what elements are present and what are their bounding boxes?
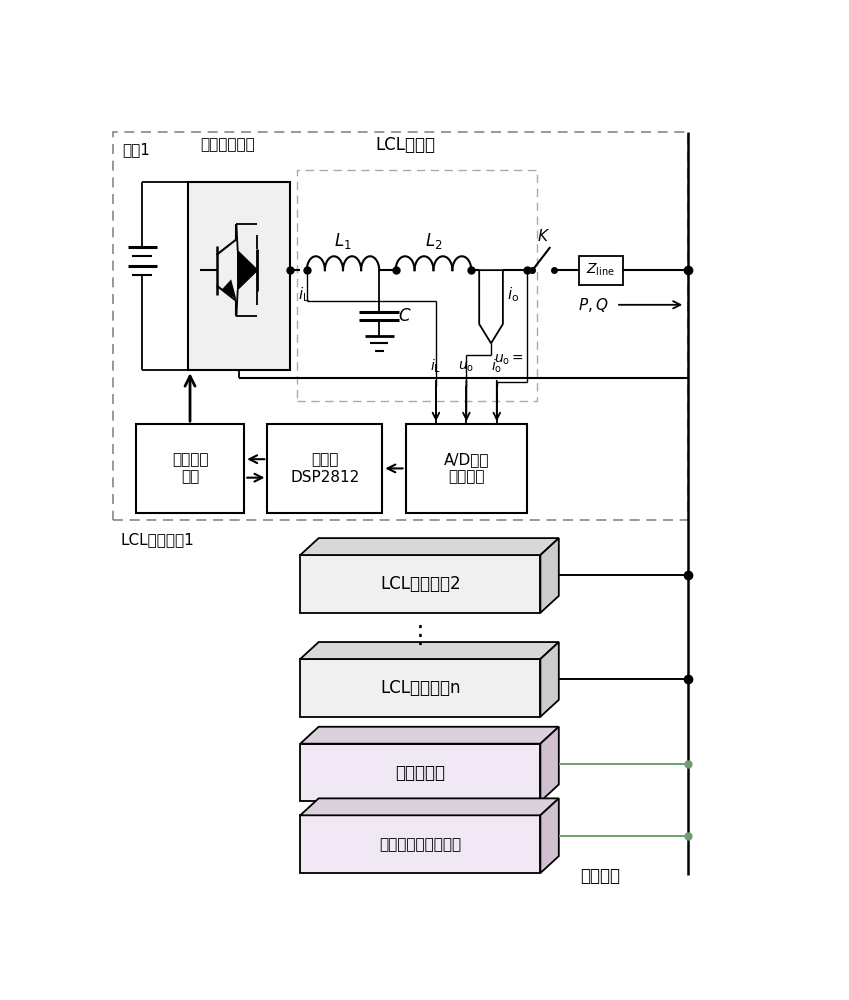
Text: $u_{\mathrm{o}}$: $u_{\mathrm{o}}$ — [458, 359, 475, 374]
Bar — [301, 555, 540, 613]
Text: $i_{\mathrm{L}}$: $i_{\mathrm{L}}$ — [430, 358, 441, 375]
Text: $K$: $K$ — [537, 228, 549, 244]
Text: 微源1: 微源1 — [122, 142, 150, 157]
Text: $i_{\mathrm{L}}$: $i_{\mathrm{L}}$ — [297, 285, 310, 304]
Text: 驱动保护
电路: 驱动保护 电路 — [171, 452, 208, 485]
Polygon shape — [301, 798, 559, 815]
Polygon shape — [238, 251, 257, 289]
Text: $P,Q$: $P,Q$ — [578, 296, 608, 314]
Bar — [113, 132, 689, 520]
Text: LCL型变流器n: LCL型变流器n — [380, 679, 460, 697]
Bar — [136, 424, 245, 513]
Text: LCL型变流器2: LCL型变流器2 — [380, 575, 461, 593]
Text: $u_{\mathrm{o}}=$: $u_{\mathrm{o}}=$ — [494, 353, 525, 367]
Polygon shape — [540, 642, 559, 717]
Text: LCL型变流器1: LCL型变流器1 — [121, 532, 194, 547]
Text: 高渗透的非线性负荷: 高渗透的非线性负荷 — [380, 837, 461, 852]
Text: 阻感性负荷: 阻感性负荷 — [396, 764, 446, 782]
Text: 交流母线: 交流母线 — [580, 867, 620, 885]
Bar — [578, 256, 623, 285]
Text: 全桥逆变电路: 全桥逆变电路 — [200, 137, 256, 152]
Text: LCL滤波器: LCL滤波器 — [375, 136, 436, 154]
Text: A/D采样
调理电路: A/D采样 调理电路 — [444, 452, 489, 485]
Text: $Z_{\mathrm{line}}$: $Z_{\mathrm{line}}$ — [587, 262, 616, 278]
Bar — [267, 424, 382, 513]
Polygon shape — [301, 538, 559, 555]
Bar — [406, 424, 527, 513]
Text: 控制器
DSP2812: 控制器 DSP2812 — [290, 452, 359, 485]
Polygon shape — [540, 798, 559, 873]
Polygon shape — [540, 727, 559, 801]
Bar — [188, 182, 290, 370]
Bar — [301, 815, 540, 873]
Text: $i_{\mathrm{o}}$: $i_{\mathrm{o}}$ — [507, 285, 519, 304]
Text: C: C — [398, 307, 410, 325]
Polygon shape — [479, 270, 503, 343]
Text: $i_{\mathrm{o}}$: $i_{\mathrm{o}}$ — [492, 358, 503, 375]
Text: $L_2$: $L_2$ — [424, 231, 442, 251]
Polygon shape — [540, 538, 559, 613]
Polygon shape — [301, 727, 559, 744]
Bar — [301, 659, 540, 717]
Bar — [301, 744, 540, 801]
Bar — [297, 170, 537, 401]
Text: $L_1$: $L_1$ — [335, 231, 351, 251]
Polygon shape — [222, 279, 236, 299]
Text: ⋮: ⋮ — [408, 624, 433, 648]
Polygon shape — [301, 642, 559, 659]
